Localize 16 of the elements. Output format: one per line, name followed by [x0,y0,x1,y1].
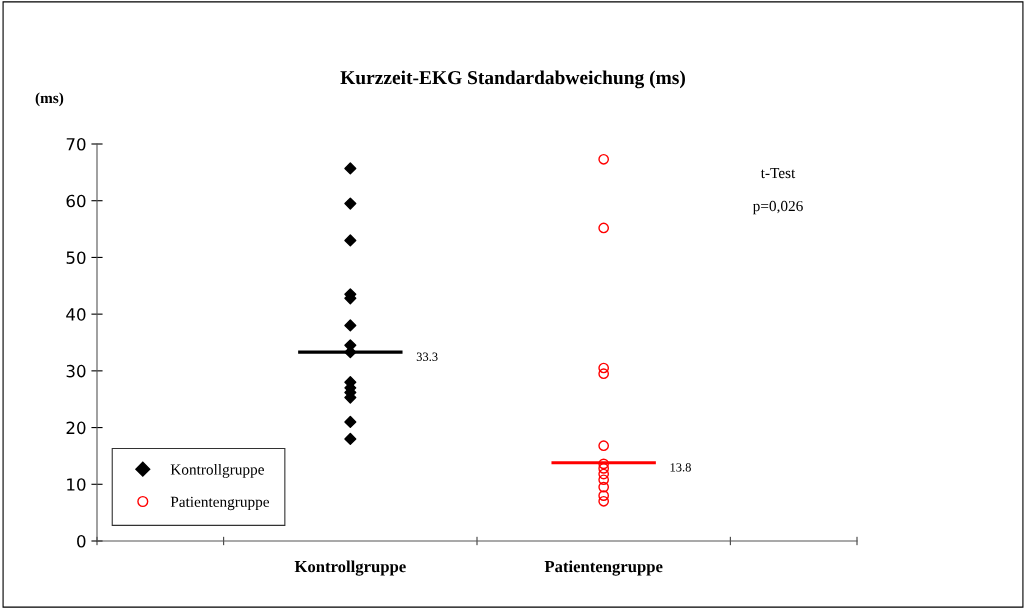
y-tick-label: 70 [66,137,86,151]
annotation: t-Test [760,168,796,179]
y-tick-label: 10 [67,478,86,491]
legend-label: Patientengruppe [170,496,270,511]
y-tick-label: 0 [77,534,86,548]
annotation: p=0,026 [752,200,803,215]
legend-label: Kontrollgruppe [170,463,264,478]
y-tick-label: 20 [66,421,86,435]
ref-line-label: 33.3 [416,352,438,361]
y-tick-label: 60 [66,194,86,208]
y-tick-label: 40 [66,308,86,321]
chart-title: Kurzzeit-EKG Standardabweichung (ms) [340,70,685,89]
y-tick-label: 50 [66,251,86,264]
y-tick-label: 30 [66,364,86,378]
ref-line-label: 13.8 [670,463,691,472]
y-axis-title: (ms) [35,92,64,107]
